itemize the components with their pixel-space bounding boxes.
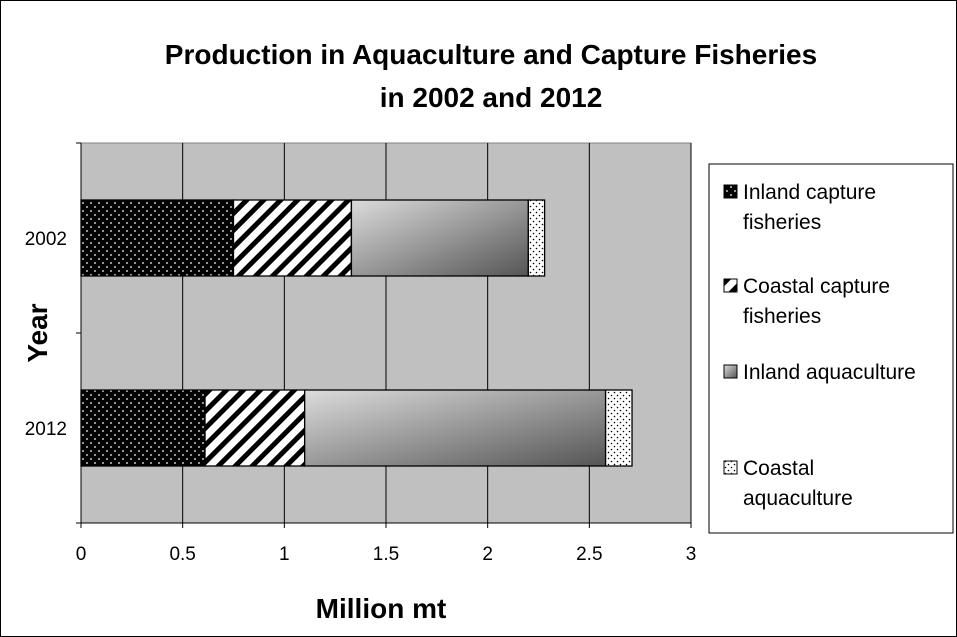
category-label: 2002 <box>25 229 67 250</box>
legend: Inland capture fisheries Coastal capture fi… <box>708 163 954 534</box>
x-tick-label: 1.5 <box>373 544 399 565</box>
chart-title-line-1: Production in Aquaculture and Capture Fi… <box>165 39 817 70</box>
bar-segment <box>204 389 306 467</box>
bar-segment <box>604 389 633 467</box>
x-tick-labels: 0 0.5 1 1.5 2 2.5 3 <box>76 544 697 565</box>
x-tick-label: 3 <box>686 544 697 565</box>
bars <box>80 199 633 467</box>
x-tick-label: 0 <box>76 544 87 565</box>
bar-segment <box>232 199 353 277</box>
x-tick-label: 2.5 <box>576 544 602 565</box>
category-label: 2012 <box>25 419 67 440</box>
bar-segment <box>304 389 607 467</box>
legend-swatch <box>723 184 738 199</box>
chart-title-line-2: in 2002 and 2012 <box>380 82 603 113</box>
y-axis-label: Year <box>22 303 53 362</box>
legend-label: aquaculture <box>743 487 853 510</box>
bar-segment <box>80 389 206 467</box>
legend-box <box>708 163 954 534</box>
bar-segment <box>80 199 235 277</box>
x-axis-label: Million mt <box>316 593 447 624</box>
bar-segment <box>527 199 546 277</box>
legend-swatch <box>723 364 738 379</box>
legend-label: fisheries <box>743 211 821 234</box>
legend-label: Inland capture <box>743 181 876 204</box>
legend-swatch <box>723 278 738 293</box>
bar-segment <box>350 199 529 277</box>
x-tick-label: 2 <box>482 544 493 565</box>
legend-label: Coastal capture <box>743 275 890 298</box>
axes <box>76 142 692 528</box>
legend-label: Inland aquaculture <box>743 361 916 384</box>
category-labels: 2002 2012 <box>25 229 67 440</box>
legend-swatch <box>723 460 738 475</box>
x-tick-label: 1 <box>279 544 290 565</box>
legend-label: fisheries <box>743 305 821 328</box>
legend-label: Coastal <box>743 457 814 480</box>
x-tick-label: 0.5 <box>169 544 195 565</box>
